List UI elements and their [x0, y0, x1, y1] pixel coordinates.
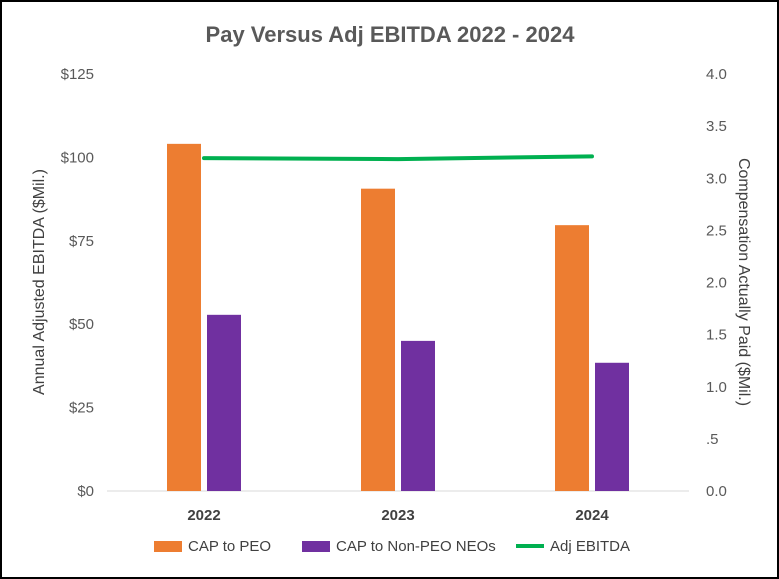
right-axis-ticks: 0.0 .5 1.0 1.5 2.0 2.5 3.0 3.5 4.0 [706, 66, 727, 500]
left-axis-tick-label: $0 [77, 483, 94, 500]
legend-swatch-cap-to-non-peo-neos [302, 541, 330, 552]
legend-swatch-cap-to-peo [154, 541, 182, 552]
right-axis-tick-label: 1.5 [706, 327, 727, 344]
legend-label-cap-to-non-peo-neos: CAP to Non-PEO NEOs [336, 538, 496, 555]
left-axis-ticks: $0 $25 $50 $75 $100 $125 [61, 66, 94, 500]
bars-group [167, 143, 629, 492]
bar-cap-to-peo-2022 [167, 143, 201, 491]
chart-title: Pay Versus Adj EBITDA 2022 - 2024 [206, 22, 576, 47]
left-axis-tick-label: $75 [69, 233, 94, 250]
x-axis-tick-label: 2024 [575, 507, 609, 524]
x-axis-tick-label: 2022 [187, 507, 220, 524]
bar-cap-to-non-peo-neos-2024 [595, 362, 629, 491]
line-series-group [202, 154, 594, 162]
bar-cap-to-non-peo-neos-2022 [207, 314, 241, 491]
line-adj-ebitda [202, 154, 594, 162]
x-axis-tick-label: 2023 [381, 507, 414, 524]
right-axis-tick-label: 2.0 [706, 275, 727, 292]
right-axis-tick-label: 1.0 [706, 379, 727, 396]
left-axis-tick-label: $100 [61, 149, 94, 166]
x-axis-ticks: 2022 2023 2024 [187, 507, 609, 524]
bar-cap-to-peo-2024 [555, 225, 589, 491]
left-axis-tick-label: $50 [69, 316, 94, 333]
right-axis-tick-label: 4.0 [706, 66, 727, 83]
right-axis-tick-label: .5 [706, 431, 719, 448]
right-axis-tick-label: 0.0 [706, 483, 727, 500]
legend-label-cap-to-peo: CAP to PEO [188, 538, 271, 555]
left-axis-label: Annual Adjusted EBITDA ($Mil.) [31, 169, 48, 395]
right-axis-label: Compensation Actually Paid ($Mil.) [735, 158, 752, 406]
legend: CAP to PEO CAP to Non-PEO NEOs Adj EBITDA [154, 538, 630, 555]
right-axis-tick-label: 3.5 [706, 118, 727, 135]
right-axis-tick-label: 2.5 [706, 222, 727, 239]
left-axis-tick-label: $25 [69, 400, 94, 417]
bar-cap-to-peo-2023 [361, 188, 395, 492]
legend-label-adj-ebitda: Adj EBITDA [550, 538, 630, 555]
right-axis-tick-label: 3.0 [706, 170, 727, 187]
left-axis-tick-label: $125 [61, 66, 94, 83]
bar-cap-to-non-peo-neos-2023 [401, 340, 435, 491]
